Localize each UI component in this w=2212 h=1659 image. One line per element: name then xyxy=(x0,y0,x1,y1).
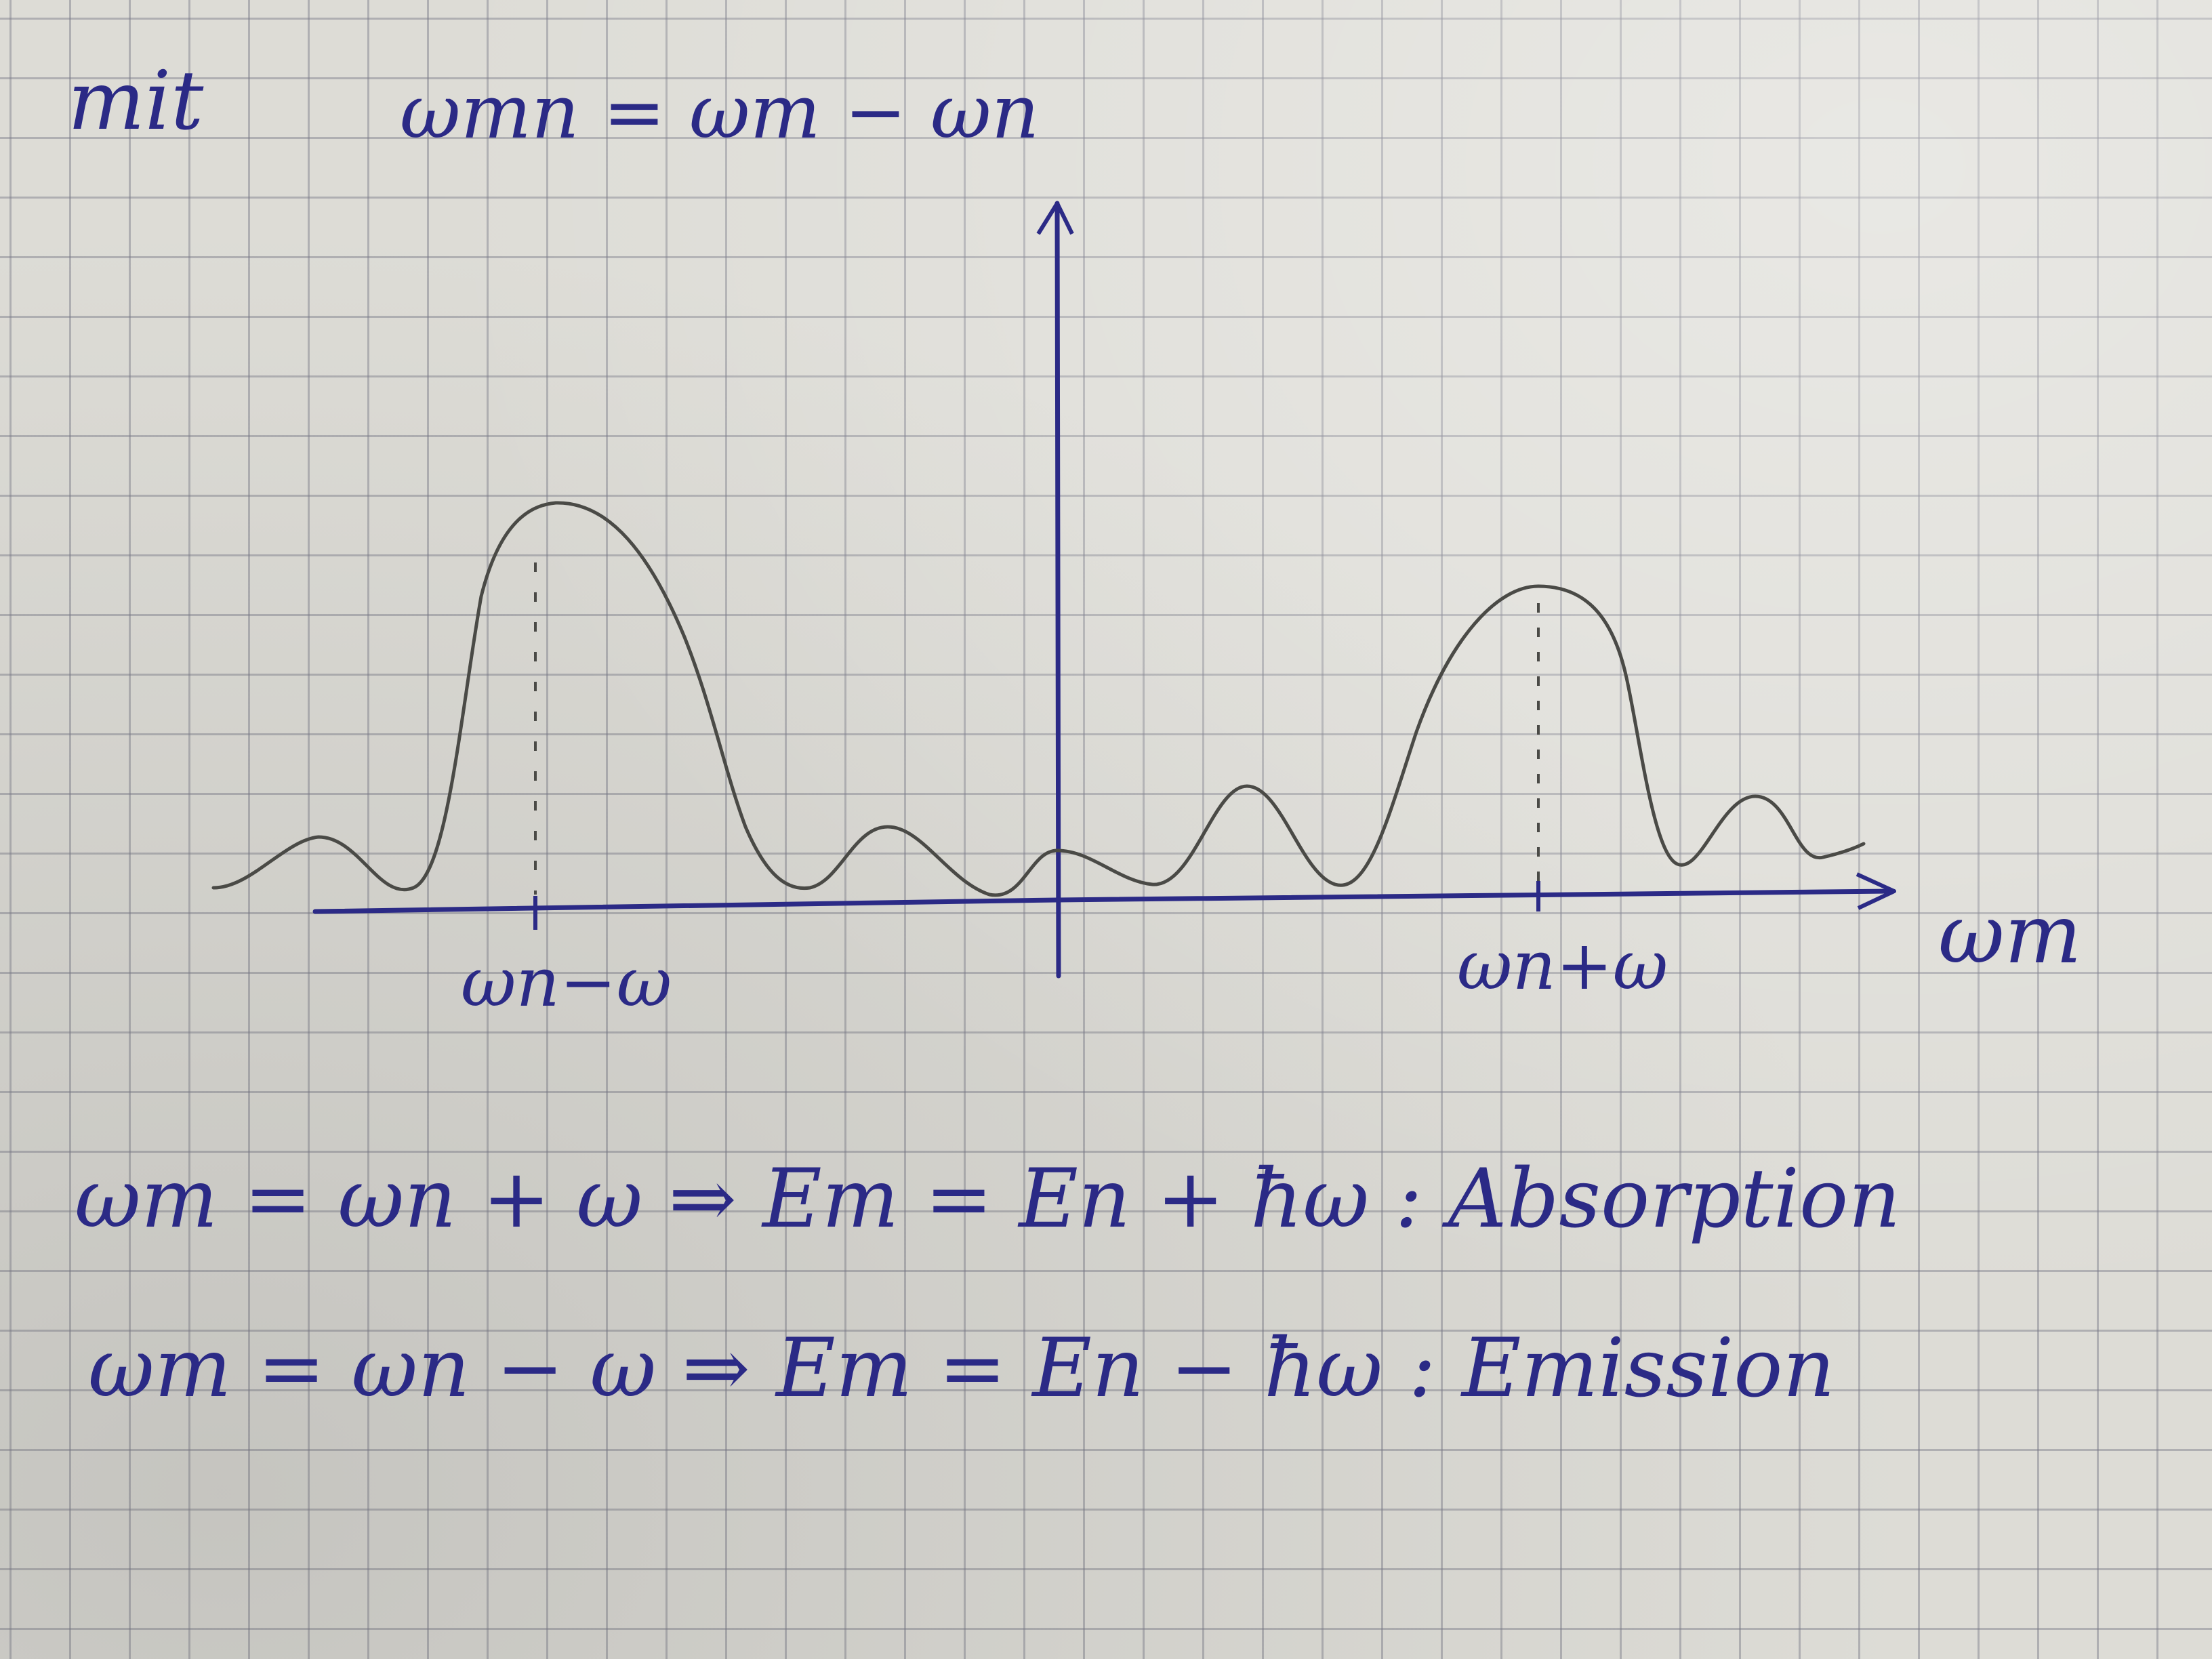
heading-word-mit: mit xyxy=(68,54,204,148)
absorption-equation: ωm = ωn + ω ⇒ Em = En + ħω : Absorption xyxy=(75,1152,1901,1246)
y-axis xyxy=(1054,201,1061,979)
x-axis xyxy=(312,888,1893,914)
omega-mn-definition: ωmn = ωm − ωn xyxy=(400,68,1040,155)
x-axis-arrowhead xyxy=(1856,872,1896,910)
left-peak-label: ωn−ω xyxy=(461,943,672,1022)
right-peak-label: ωn+ω xyxy=(1457,926,1668,1005)
x-axis-label: ωm xyxy=(1938,888,2082,982)
emission-equation: ωm = ωn − ω ⇒ Em = En − ħω : Emission xyxy=(88,1322,1835,1416)
y-axis-arrowhead xyxy=(1036,201,1074,235)
spectrum-curve xyxy=(211,501,1866,897)
